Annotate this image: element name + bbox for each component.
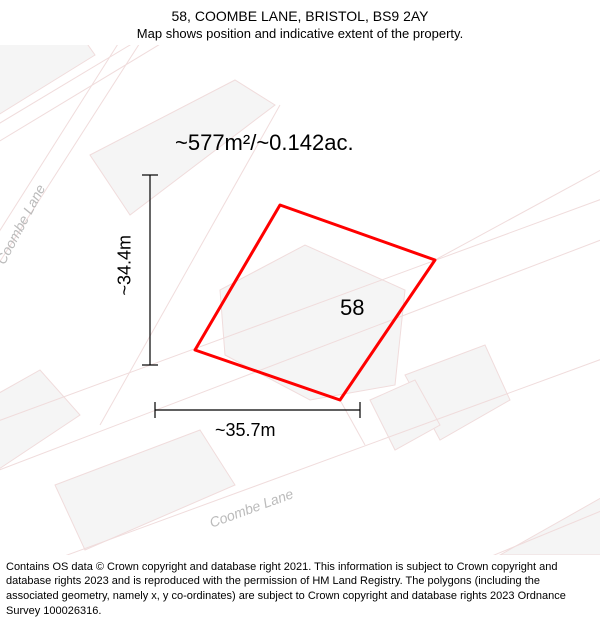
plot-number: 58 <box>340 295 364 321</box>
page-title: 58, COOMBE LANE, BRISTOL, BS9 2AY <box>0 8 600 24</box>
copyright-footer: Contains OS data © Crown copyright and d… <box>6 560 594 619</box>
map-area: ~577m²/~0.142ac. 58 ~34.4m ~35.7m Coombe… <box>0 45 600 555</box>
area-label: ~577m²/~0.142ac. <box>175 130 354 156</box>
map-svg <box>0 45 600 555</box>
header: 58, COOMBE LANE, BRISTOL, BS9 2AY Map sh… <box>0 0 600 41</box>
page-subtitle: Map shows position and indicative extent… <box>0 26 600 41</box>
dimension-vertical-label: ~34.4m <box>115 235 136 296</box>
dimension-horizontal-label: ~35.7m <box>215 420 276 441</box>
